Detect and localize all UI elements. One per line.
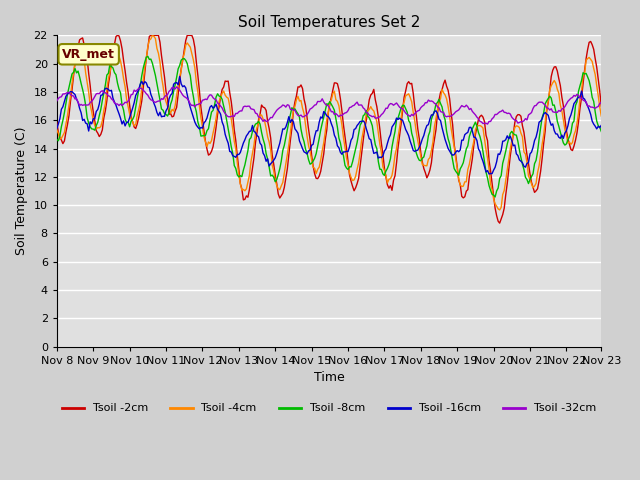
Text: VR_met: VR_met: [62, 48, 115, 61]
Title: Soil Temperatures Set 2: Soil Temperatures Set 2: [238, 15, 420, 30]
X-axis label: Time: Time: [314, 372, 344, 384]
Legend: Tsoil -2cm, Tsoil -4cm, Tsoil -8cm, Tsoil -16cm, Tsoil -32cm: Tsoil -2cm, Tsoil -4cm, Tsoil -8cm, Tsoi…: [58, 399, 601, 418]
Y-axis label: Soil Temperature (C): Soil Temperature (C): [15, 127, 28, 255]
